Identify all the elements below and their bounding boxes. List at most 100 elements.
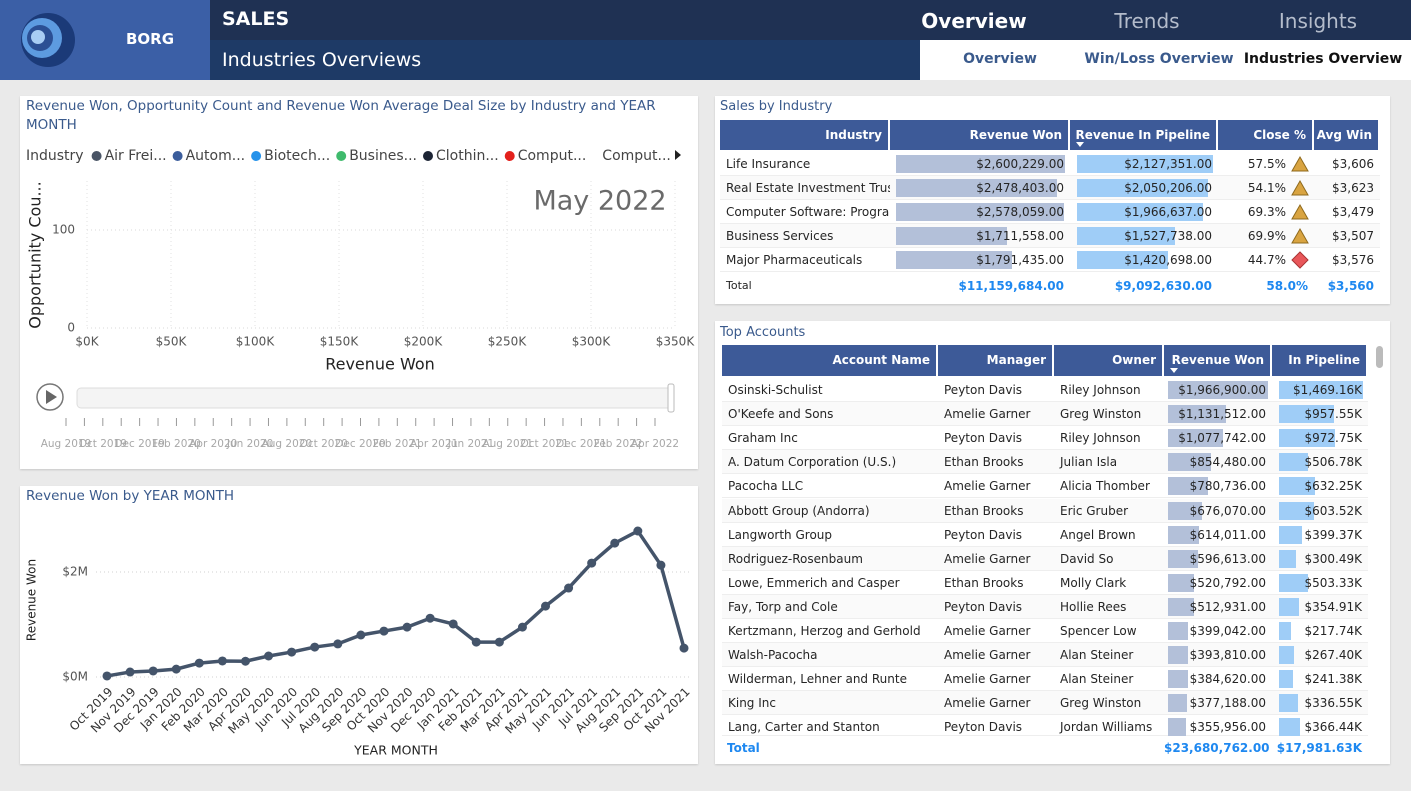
table-row	[722, 474, 1368, 499]
legend-label: Comput...	[518, 148, 587, 164]
data-bar	[1077, 155, 1213, 173]
table-cell: Ethan Brooks	[944, 503, 1024, 518]
table-row	[720, 248, 1380, 272]
table-row	[722, 426, 1368, 451]
data-bar	[1279, 670, 1293, 689]
table-row	[722, 570, 1368, 595]
table-cell: Abbott Group (Andorra)	[728, 503, 870, 518]
table-cell: $1,711,558.00	[976, 229, 1064, 243]
data-bar	[1279, 429, 1335, 448]
table-cell: Fay, Torp and Cole	[728, 599, 838, 614]
y-tick-label: $0M	[62, 670, 88, 684]
line-point	[494, 637, 504, 647]
total-cell: $11,159,684.00	[958, 279, 1064, 293]
table-cell: $3,479	[1332, 205, 1374, 219]
column-header[interactable]: Avg Win	[1314, 120, 1380, 150]
table-cell: $957.55K	[1304, 407, 1363, 422]
column-header[interactable]: In Pipeline	[1272, 345, 1368, 376]
column-header[interactable]: Revenue Won	[890, 120, 1070, 150]
nav-tab[interactable]: Insights	[1278, 9, 1358, 33]
play-axis-label: Apr 2021	[410, 438, 458, 450]
legend-label: Busines...	[349, 148, 417, 164]
table-cell: $1,420,698.00	[1124, 253, 1212, 267]
column-header[interactable]: Owner	[1054, 345, 1164, 376]
sub-tab[interactable]: Overview	[963, 51, 1037, 67]
table-cell: Life Insurance	[726, 157, 811, 171]
total-cell: $17,981.63K	[1276, 741, 1362, 755]
column-header[interactable]: Close %	[1218, 120, 1314, 150]
play-axis-label: Oct 2020	[300, 438, 348, 450]
play-axis-label: Feb 2022	[594, 438, 643, 450]
play-axis-label: Dec 2019	[114, 438, 164, 450]
x-axis-label: Revenue Won	[325, 355, 435, 374]
table-cell: O'Keefe and Sons	[728, 407, 834, 422]
status-icon	[1291, 227, 1309, 244]
table-cell: Langworth Group	[728, 527, 833, 542]
table-cell: King Inc	[728, 696, 776, 711]
table-cell: 69.9%	[1247, 229, 1286, 243]
table-cell: Riley Johnson	[1060, 431, 1141, 446]
legend-next[interactable]	[675, 150, 681, 160]
table-cell: Ethan Brooks	[944, 455, 1024, 470]
play-slider[interactable]	[76, 387, 673, 409]
table-cell: $3,606	[1332, 157, 1374, 171]
column-header[interactable]: Industry	[720, 120, 890, 150]
table-row	[722, 402, 1368, 427]
table-row	[722, 619, 1368, 644]
data-bar	[896, 203, 1064, 221]
data-bar	[1279, 549, 1297, 568]
play-axis-label: Dec 2020	[335, 438, 385, 450]
column-header[interactable]: Revenue Won	[1164, 345, 1272, 376]
legend-marker	[91, 151, 102, 161]
legend-marker	[251, 151, 262, 161]
nav-tab[interactable]: Overview	[921, 9, 1027, 33]
table-cell: $366.44K	[1304, 720, 1363, 735]
page-subtitle: Industries Overviews	[222, 49, 422, 71]
play-axis-label: Aug 2021	[482, 438, 533, 450]
data-bar	[1168, 694, 1188, 713]
legend-marker	[423, 151, 433, 161]
table-cell: $3,576	[1332, 253, 1374, 267]
legend-label: Clothin...	[436, 148, 499, 164]
y-tick-label: 100	[52, 223, 75, 237]
scrollbar[interactable]	[1376, 346, 1383, 368]
table-cell: Greg Winston	[1060, 696, 1142, 711]
column-header[interactable]: Manager	[938, 345, 1054, 376]
legend-label: Comput...	[602, 148, 671, 164]
line-point	[679, 643, 689, 653]
data-bar	[1168, 453, 1212, 472]
table-cell: $520,792.00	[1189, 575, 1266, 590]
x-axis-label: YEAR MONTH	[353, 743, 438, 758]
column-header[interactable]: Account Name	[722, 345, 938, 376]
table-cell: $1,469.16K	[1293, 383, 1362, 397]
sub-tab[interactable]: Industries Overview	[1243, 51, 1403, 67]
table-cell: $506.78K	[1304, 455, 1363, 470]
play-axis-label: Jun 2020	[226, 438, 273, 450]
sub-tab[interactable]: Win/Loss Overview	[1084, 51, 1234, 67]
status-icon	[1291, 203, 1309, 220]
table-cell: $354.91K	[1304, 599, 1363, 614]
y-tick-label: 0	[67, 321, 75, 335]
legend-title: Industry	[26, 148, 84, 164]
table-cell: $377,188.00	[1189, 696, 1266, 711]
nav-tab[interactable]: Trends	[1114, 9, 1180, 33]
data-bar	[1279, 501, 1314, 520]
table-cell: Amelie Garner	[944, 672, 1031, 687]
table-row	[722, 643, 1368, 668]
sort-indicator	[1170, 368, 1178, 373]
table-title: Top Accounts	[720, 325, 806, 340]
data-bar	[1168, 381, 1268, 400]
play-axis-label: Feb 2020	[152, 438, 201, 450]
play-handle[interactable]	[667, 383, 675, 413]
table-cell: Amelie Garner	[944, 407, 1031, 422]
data-bar	[1077, 251, 1168, 269]
column-header[interactable]: Revenue In Pipeline	[1070, 120, 1218, 150]
line-point	[356, 630, 366, 640]
table-cell: $217.74K	[1304, 624, 1363, 638]
table-cell: $384,620.00	[1189, 672, 1266, 687]
total-cell: Total	[726, 279, 752, 292]
table-cell: $512,931.00	[1189, 599, 1266, 614]
data-bar	[1279, 718, 1300, 736]
